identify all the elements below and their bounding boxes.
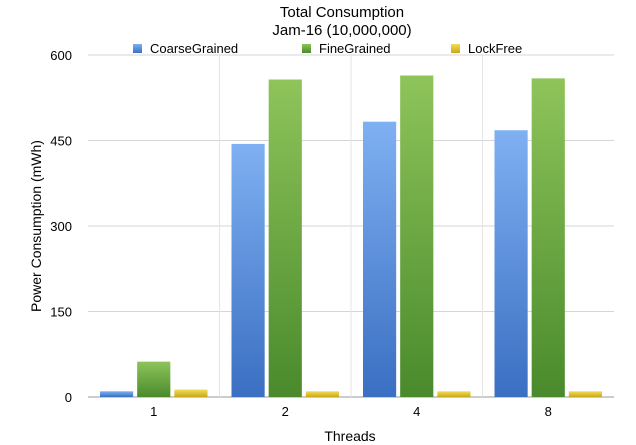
bar-finegrained-2: [268, 79, 302, 397]
legend-swatch-finegrained: [302, 44, 311, 53]
x-tick-label: 4: [413, 404, 420, 419]
x-tick-label: 1: [150, 404, 157, 419]
y-tick-label: 0: [65, 390, 72, 405]
y-tick-label: 600: [50, 48, 72, 63]
legend-label: FineGrained: [319, 41, 391, 56]
bars: [100, 75, 602, 398]
x-tick-label: 2: [282, 404, 289, 419]
bar-coarsegrained-8: [494, 130, 528, 398]
bar-lockfree-8: [568, 391, 602, 397]
bar-lockfree-1: [174, 389, 208, 397]
y-tick-label: 300: [50, 219, 72, 234]
bar-coarsegrained-4: [363, 121, 397, 397]
x-axis-label: Threads: [324, 428, 375, 444]
legend-swatch-lockfree: [451, 44, 460, 53]
bar-finegrained-8: [531, 78, 565, 398]
bar-lockfree-2: [305, 391, 339, 397]
bar-coarsegrained-2: [231, 143, 265, 397]
legend-label: CoarseGrained: [150, 41, 238, 56]
x-tick-labels: 1 2 4 8: [150, 404, 552, 419]
gridlines: [88, 54, 614, 398]
x-tick-label: 8: [545, 404, 552, 419]
chart-title: Total Consumption: [280, 4, 404, 21]
y-axis-label: Power Consumption (mWh): [28, 140, 44, 312]
bar-coarsegrained-1: [100, 391, 134, 397]
bar-lockfree-4: [437, 391, 471, 397]
y-tick-labels: 0 150 300 450 600: [50, 48, 72, 405]
legend: CoarseGrained FineGrained LockFree: [133, 41, 522, 56]
y-tick-label: 450: [50, 134, 72, 149]
bar-finegrained-4: [400, 75, 434, 398]
legend-swatch-coarsegrained: [133, 44, 142, 53]
legend-label: LockFree: [468, 41, 522, 56]
y-tick-label: 150: [50, 305, 72, 320]
bar-finegrained-1: [137, 361, 171, 397]
chart-subtitle: Jam-16 (10,000,000): [272, 22, 411, 39]
